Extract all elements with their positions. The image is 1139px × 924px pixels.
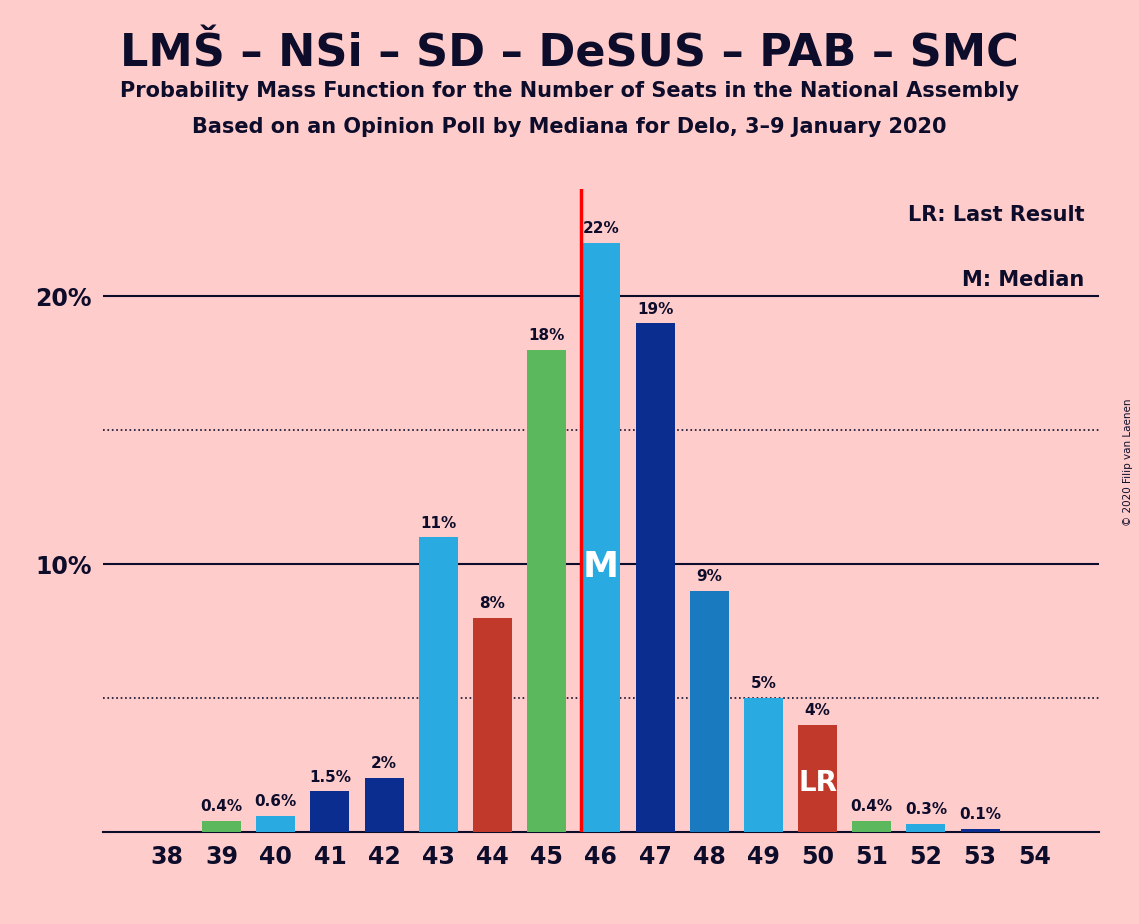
- Bar: [907, 823, 945, 832]
- Bar: [310, 792, 350, 832]
- Text: 11%: 11%: [420, 516, 457, 530]
- Bar: [527, 350, 566, 832]
- Text: 0.4%: 0.4%: [851, 799, 893, 814]
- Text: 19%: 19%: [637, 301, 673, 317]
- Text: 0.1%: 0.1%: [959, 808, 1001, 822]
- Text: M: Median: M: Median: [962, 270, 1084, 290]
- Text: 4%: 4%: [804, 703, 830, 718]
- Bar: [256, 816, 295, 832]
- Text: 1.5%: 1.5%: [309, 770, 351, 784]
- Text: 9%: 9%: [696, 569, 722, 584]
- Text: 5%: 5%: [751, 676, 777, 691]
- Text: 2%: 2%: [371, 757, 398, 772]
- Text: 0.4%: 0.4%: [200, 799, 243, 814]
- Text: LR: Last Result: LR: Last Result: [908, 205, 1084, 225]
- Bar: [473, 617, 511, 832]
- Bar: [419, 537, 458, 832]
- Text: LMŠ – NSi – SD – DeSUS – PAB – SMC: LMŠ – NSi – SD – DeSUS – PAB – SMC: [120, 32, 1019, 76]
- Bar: [744, 698, 782, 832]
- Bar: [852, 821, 892, 832]
- Text: © 2020 Filip van Laenen: © 2020 Filip van Laenen: [1123, 398, 1133, 526]
- Text: Based on an Opinion Poll by Mediana for Delo, 3–9 January 2020: Based on an Opinion Poll by Mediana for …: [192, 117, 947, 138]
- Bar: [202, 821, 241, 832]
- Text: 22%: 22%: [582, 221, 620, 237]
- Bar: [364, 778, 403, 832]
- Text: 0.6%: 0.6%: [255, 794, 297, 808]
- Bar: [798, 724, 837, 832]
- Bar: [690, 590, 729, 832]
- Bar: [581, 243, 621, 832]
- Text: 0.3%: 0.3%: [904, 802, 947, 817]
- Text: 8%: 8%: [480, 596, 506, 611]
- Bar: [960, 829, 1000, 832]
- Bar: [636, 323, 674, 832]
- Text: 18%: 18%: [528, 328, 565, 344]
- Text: M: M: [583, 550, 618, 584]
- Text: LR: LR: [798, 770, 837, 797]
- Text: Probability Mass Function for the Number of Seats in the National Assembly: Probability Mass Function for the Number…: [120, 81, 1019, 102]
